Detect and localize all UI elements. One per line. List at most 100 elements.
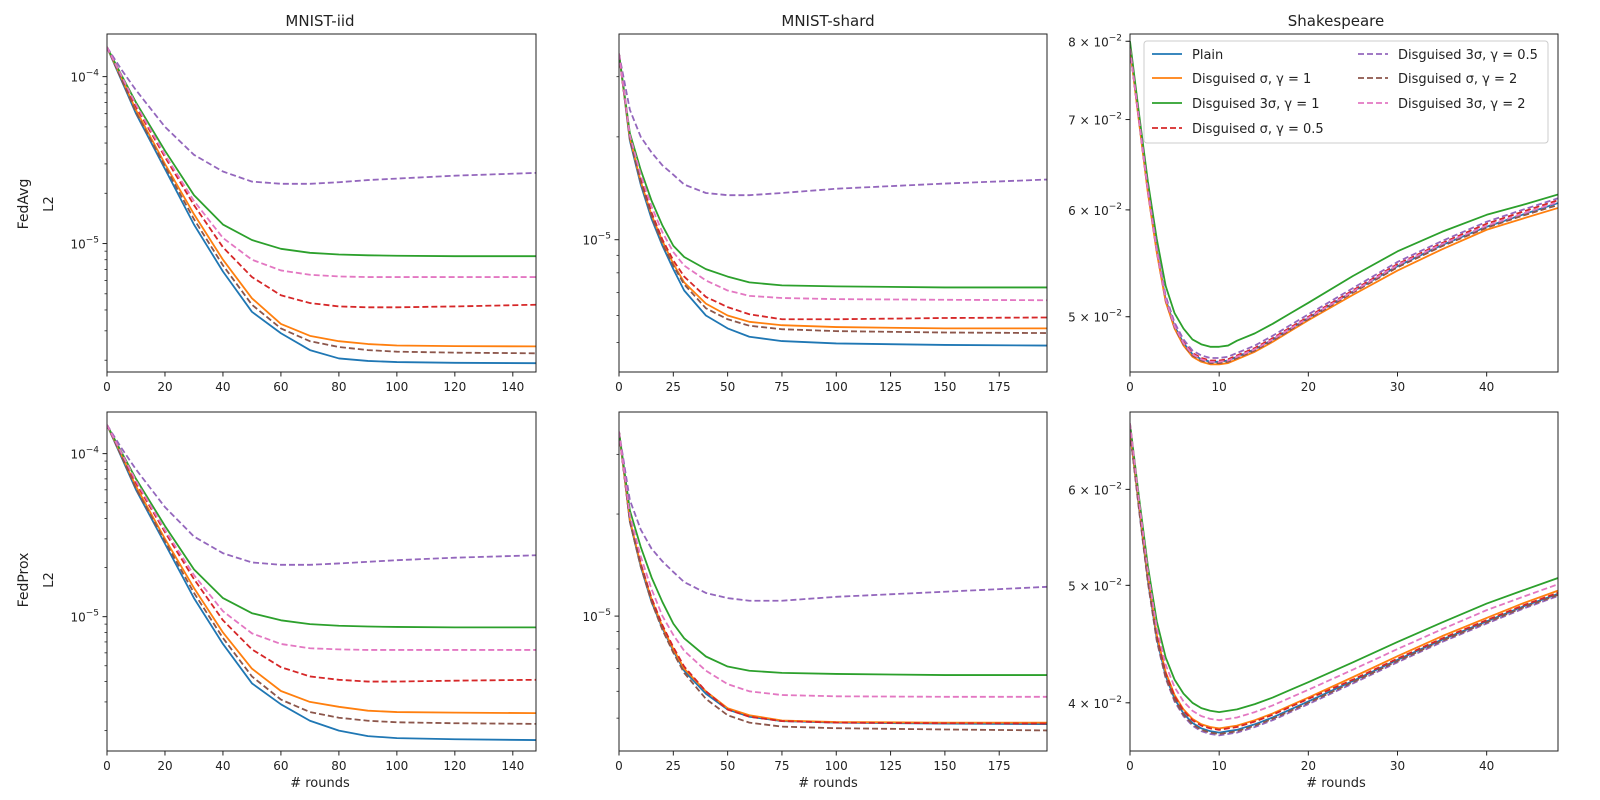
series-line-dis_3s_g05 xyxy=(1130,48,1558,359)
legend-label-plain: Plain xyxy=(1192,48,1223,63)
panel-fedprox-mnist-shard: 10−5 0 25 50 75 100 125 150 175 xyxy=(582,411,1048,773)
series-group xyxy=(107,46,536,365)
series-line-dis_3s_g1 xyxy=(619,53,1047,289)
y-tick-label: 6 × 10−2 xyxy=(1068,481,1122,497)
legend: Plain Disguised σ, γ = 1 Disguised 3σ, γ =… xyxy=(1143,40,1549,144)
x-tick-label: 80 xyxy=(331,759,346,773)
x-tick-label: 150 xyxy=(933,380,956,394)
series-line-dis_3s_g2 xyxy=(619,431,1047,698)
legend-label-dis_3s_g1: Disguised 3σ, γ = 1 xyxy=(1192,97,1320,112)
y-tick-label: 10−5 xyxy=(582,232,611,248)
x-tick-label: 30 xyxy=(1390,759,1405,773)
series-group xyxy=(619,431,1047,732)
x-tick-label: 40 xyxy=(1479,759,1494,773)
axes-frame xyxy=(1129,411,1559,752)
panel-fedprox-mnist-iid: 10−5 10−4 0 20 40 60 80 100 120 140 xyxy=(70,411,537,773)
x-tick-label: 80 xyxy=(331,380,346,394)
x-tick-label: 30 xyxy=(1390,380,1405,394)
series-line-dis_s_g1 xyxy=(107,46,536,348)
x-tick-label: 175 xyxy=(988,380,1011,394)
legend-label-dis_3s_g2: Disguised 3σ, γ = 2 xyxy=(1398,97,1526,112)
x-tick-label: 0 xyxy=(1126,380,1134,394)
y-tick-label: 5 × 10−2 xyxy=(1068,309,1122,325)
series-line-dis_3s_g05 xyxy=(1130,431,1558,737)
x-tick-label: 100 xyxy=(825,759,848,773)
column-title-shakespeare: Shakespeare xyxy=(1288,12,1384,30)
x-tick-label: 100 xyxy=(385,759,408,773)
x-tick-label: 0 xyxy=(1126,759,1134,773)
x-axis-label-mnist-iid: # rounds xyxy=(290,776,350,791)
series-line-dis_s_g2 xyxy=(1130,431,1558,735)
y-tick-label: 10−5 xyxy=(70,609,99,625)
x-tick-label: 40 xyxy=(215,759,230,773)
x-tick-label: 10 xyxy=(1212,380,1227,394)
x-tick-label: 0 xyxy=(615,380,623,394)
axes-frame xyxy=(618,411,1048,752)
column-title-mnist-iid: MNIST-iid xyxy=(285,12,354,30)
x-tick-label: 20 xyxy=(1301,380,1316,394)
series-line-dis_s_g05 xyxy=(619,53,1047,321)
legend-frame xyxy=(1143,40,1549,144)
x-tick-label: 40 xyxy=(1479,380,1494,394)
y-axis-label-fedavg: L2 xyxy=(42,196,57,212)
panel-fedavg-mnist-iid: 10−5 10−4 0 20 40 60 80 100 120 140 xyxy=(70,33,537,394)
y-tick-label: 10−4 xyxy=(70,69,99,85)
series-line-dis_3s_g2 xyxy=(619,53,1047,302)
series-line-dis_3s_g2 xyxy=(107,424,536,651)
series-line-dis_s_g2 xyxy=(107,46,536,355)
series-line-dis_s_g2 xyxy=(619,53,1047,334)
y-axis-label-fedprox: L2 xyxy=(42,572,57,588)
x-tick-label: 25 xyxy=(666,380,681,394)
y-tick-label: 8 × 10−2 xyxy=(1068,33,1122,49)
series-group xyxy=(1130,41,1558,366)
x-tick-label: 60 xyxy=(273,759,288,773)
axes-frame xyxy=(106,33,537,373)
series-group xyxy=(619,53,1047,347)
x-tick-label: 140 xyxy=(501,380,524,394)
axes-frame xyxy=(106,411,537,752)
x-tick-label: 120 xyxy=(443,380,466,394)
series-line-dis_3s_g05 xyxy=(619,53,1047,197)
series-line-dis_3s_g1 xyxy=(1130,423,1558,713)
legend-label-dis_s_g2: Disguised σ, γ = 2 xyxy=(1398,72,1517,87)
y-tick-label: 5 × 10−2 xyxy=(1068,577,1122,593)
x-axis-label-mnist-shard: # rounds xyxy=(798,776,858,791)
x-tick-label: 60 xyxy=(273,380,288,394)
row-label-fedprox: FedProx xyxy=(16,553,32,608)
series-line-dis_s_g2 xyxy=(107,424,536,725)
x-tick-label: 20 xyxy=(157,380,172,394)
x-tick-label: 140 xyxy=(501,759,524,773)
series-line-dis_s_g2 xyxy=(619,431,1047,732)
panel-fedavg-shakespeare: 5 × 10−2 6 × 10−2 7 × 10−2 8 × 10−2 0 10 20 30 4… xyxy=(1068,33,1559,394)
y-tick-label: 10−4 xyxy=(70,446,99,462)
x-tick-label: 50 xyxy=(720,759,735,773)
x-tick-label: 50 xyxy=(720,380,735,394)
series-line-dis_3s_g2 xyxy=(1130,423,1558,722)
axes-frame xyxy=(618,33,1048,373)
x-tick-label: 175 xyxy=(988,759,1011,773)
series-line-dis_3s_g05 xyxy=(107,46,536,185)
series-line-dis_s_g05 xyxy=(619,431,1047,725)
series-line-dis_3s_g2 xyxy=(107,46,536,278)
x-tick-label: 20 xyxy=(1301,759,1316,773)
y-tick-label: 4 × 10−2 xyxy=(1068,695,1122,711)
series-line-dis_3s_g1 xyxy=(1130,41,1558,348)
series-line-dis_s_g05 xyxy=(107,46,536,309)
series-line-dis_3s_g05 xyxy=(619,431,1047,602)
panel-fedavg-mnist-shard: 10−5 0 25 50 75 100 125 150 175 xyxy=(582,33,1048,394)
legend-label-dis_s_g05: Disguised σ, γ = 0.5 xyxy=(1192,122,1324,137)
series-line-dis_s_g05 xyxy=(1130,431,1558,731)
y-tick-label: 10−5 xyxy=(582,608,611,624)
series-group xyxy=(107,424,536,741)
series-line-dis_3s_g1 xyxy=(619,431,1047,676)
series-line-dis_3s_g1 xyxy=(107,46,536,258)
x-tick-label: 125 xyxy=(879,380,902,394)
x-axis-label-shakespeare: # rounds xyxy=(1306,776,1366,791)
y-tick-label: 10−5 xyxy=(70,236,99,252)
panel-fedprox-shakespeare: 4 × 10−2 5 × 10−2 6 × 10−2 0 10 20 30 40 xyxy=(1068,411,1559,773)
column-title-mnist-shard: MNIST-shard xyxy=(781,12,874,30)
x-tick-label: 20 xyxy=(157,759,172,773)
x-tick-label: 0 xyxy=(615,759,623,773)
